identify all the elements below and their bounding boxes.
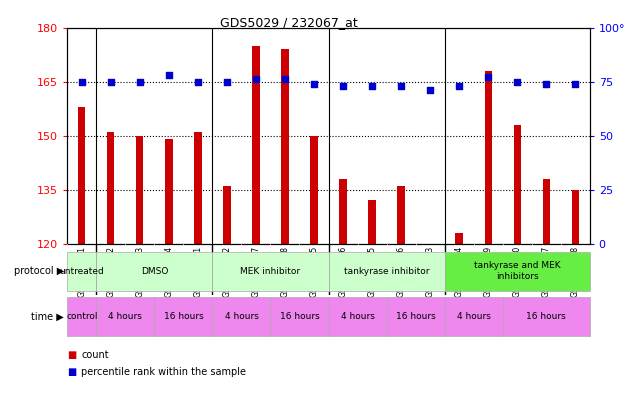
Text: GSM1340531: GSM1340531 (194, 246, 203, 298)
Text: 16 hours: 16 hours (526, 312, 566, 321)
Bar (397, 186, 404, 244)
Text: tankyrase inhibitor: tankyrase inhibitor (344, 267, 429, 275)
Point (541, 81, 551, 87)
Text: GSM1340521: GSM1340521 (78, 246, 87, 297)
Point (163, 72, 174, 78)
Text: GSM1340532: GSM1340532 (222, 246, 231, 298)
Text: GSM1340537: GSM1340537 (542, 246, 551, 298)
Text: protocol ▶: protocol ▶ (14, 266, 64, 276)
Text: tankyrase and MEK
inhibitors: tankyrase and MEK inhibitors (474, 261, 560, 281)
Text: GSM1340528: GSM1340528 (281, 246, 290, 297)
Bar (329, 252, 445, 291)
Text: MEK inhibitor: MEK inhibitor (240, 267, 301, 275)
Point (367, 83, 377, 89)
Text: ■: ■ (67, 367, 76, 377)
Bar (426, 244, 434, 272)
Text: percentile rank within the sample: percentile rank within the sample (81, 367, 246, 377)
Point (77, 79, 87, 85)
Text: GSM1340526: GSM1340526 (397, 246, 406, 298)
Bar (154, 297, 212, 336)
Bar (253, 46, 260, 244)
Text: DMSO: DMSO (140, 267, 168, 275)
Text: GSM1340529: GSM1340529 (484, 246, 493, 298)
Bar (513, 125, 520, 244)
Point (396, 83, 406, 89)
Bar (329, 297, 387, 336)
Text: 4 hours: 4 hours (340, 312, 374, 321)
Bar (445, 297, 503, 336)
Point (135, 79, 145, 85)
Text: 16 hours: 16 hours (279, 312, 319, 321)
Text: 16 hours: 16 hours (163, 312, 203, 321)
Text: GSM1340522: GSM1340522 (106, 246, 115, 297)
Text: GSM1340534: GSM1340534 (454, 246, 463, 298)
Bar (281, 49, 288, 244)
Point (193, 79, 203, 85)
Bar (67, 252, 96, 291)
Bar (107, 132, 115, 244)
Text: ■: ■ (67, 350, 76, 360)
Text: 16 hours: 16 hours (395, 312, 435, 321)
Point (222, 79, 232, 85)
Bar (387, 297, 445, 336)
Text: GDS5029 / 232067_at: GDS5029 / 232067_at (220, 16, 357, 29)
Point (106, 79, 116, 85)
Bar (369, 200, 376, 244)
Bar (310, 136, 318, 244)
Point (280, 76, 290, 83)
Text: GSM1340536: GSM1340536 (338, 246, 347, 298)
Text: GSM1340538: GSM1340538 (570, 246, 579, 298)
Text: time ▶: time ▶ (31, 311, 64, 321)
Point (338, 83, 348, 89)
Bar (194, 132, 201, 244)
Text: 4 hours: 4 hours (224, 312, 258, 321)
Text: GSM1340523: GSM1340523 (135, 246, 144, 298)
Point (454, 83, 464, 89)
Point (309, 81, 319, 87)
Text: GSM1340525: GSM1340525 (367, 246, 376, 298)
Bar (212, 252, 329, 291)
Bar (96, 252, 212, 291)
Bar (212, 297, 271, 336)
Text: count: count (81, 350, 109, 360)
Bar (165, 139, 172, 244)
Bar (223, 186, 231, 244)
Text: GSM1340527: GSM1340527 (251, 246, 260, 298)
Bar (67, 297, 96, 336)
Point (483, 74, 494, 81)
Point (425, 87, 435, 93)
Text: GSM1340535: GSM1340535 (310, 246, 319, 298)
Bar (137, 136, 144, 244)
Text: GSM1340533: GSM1340533 (426, 246, 435, 298)
Bar (78, 107, 85, 244)
Text: 4 hours: 4 hours (456, 312, 490, 321)
Bar (445, 252, 590, 291)
Point (512, 79, 522, 85)
Bar (542, 179, 550, 244)
Bar (339, 179, 347, 244)
Text: GSM1340530: GSM1340530 (513, 246, 522, 298)
Bar (503, 297, 590, 336)
Text: untreated: untreated (60, 267, 104, 275)
Bar (456, 233, 463, 244)
Text: 4 hours: 4 hours (108, 312, 142, 321)
Bar (271, 297, 329, 336)
Text: GSM1340524: GSM1340524 (164, 246, 173, 298)
Bar (485, 71, 492, 244)
Point (570, 81, 580, 87)
Bar (96, 297, 154, 336)
Point (251, 76, 261, 83)
Text: control: control (66, 312, 97, 321)
Bar (572, 189, 579, 244)
